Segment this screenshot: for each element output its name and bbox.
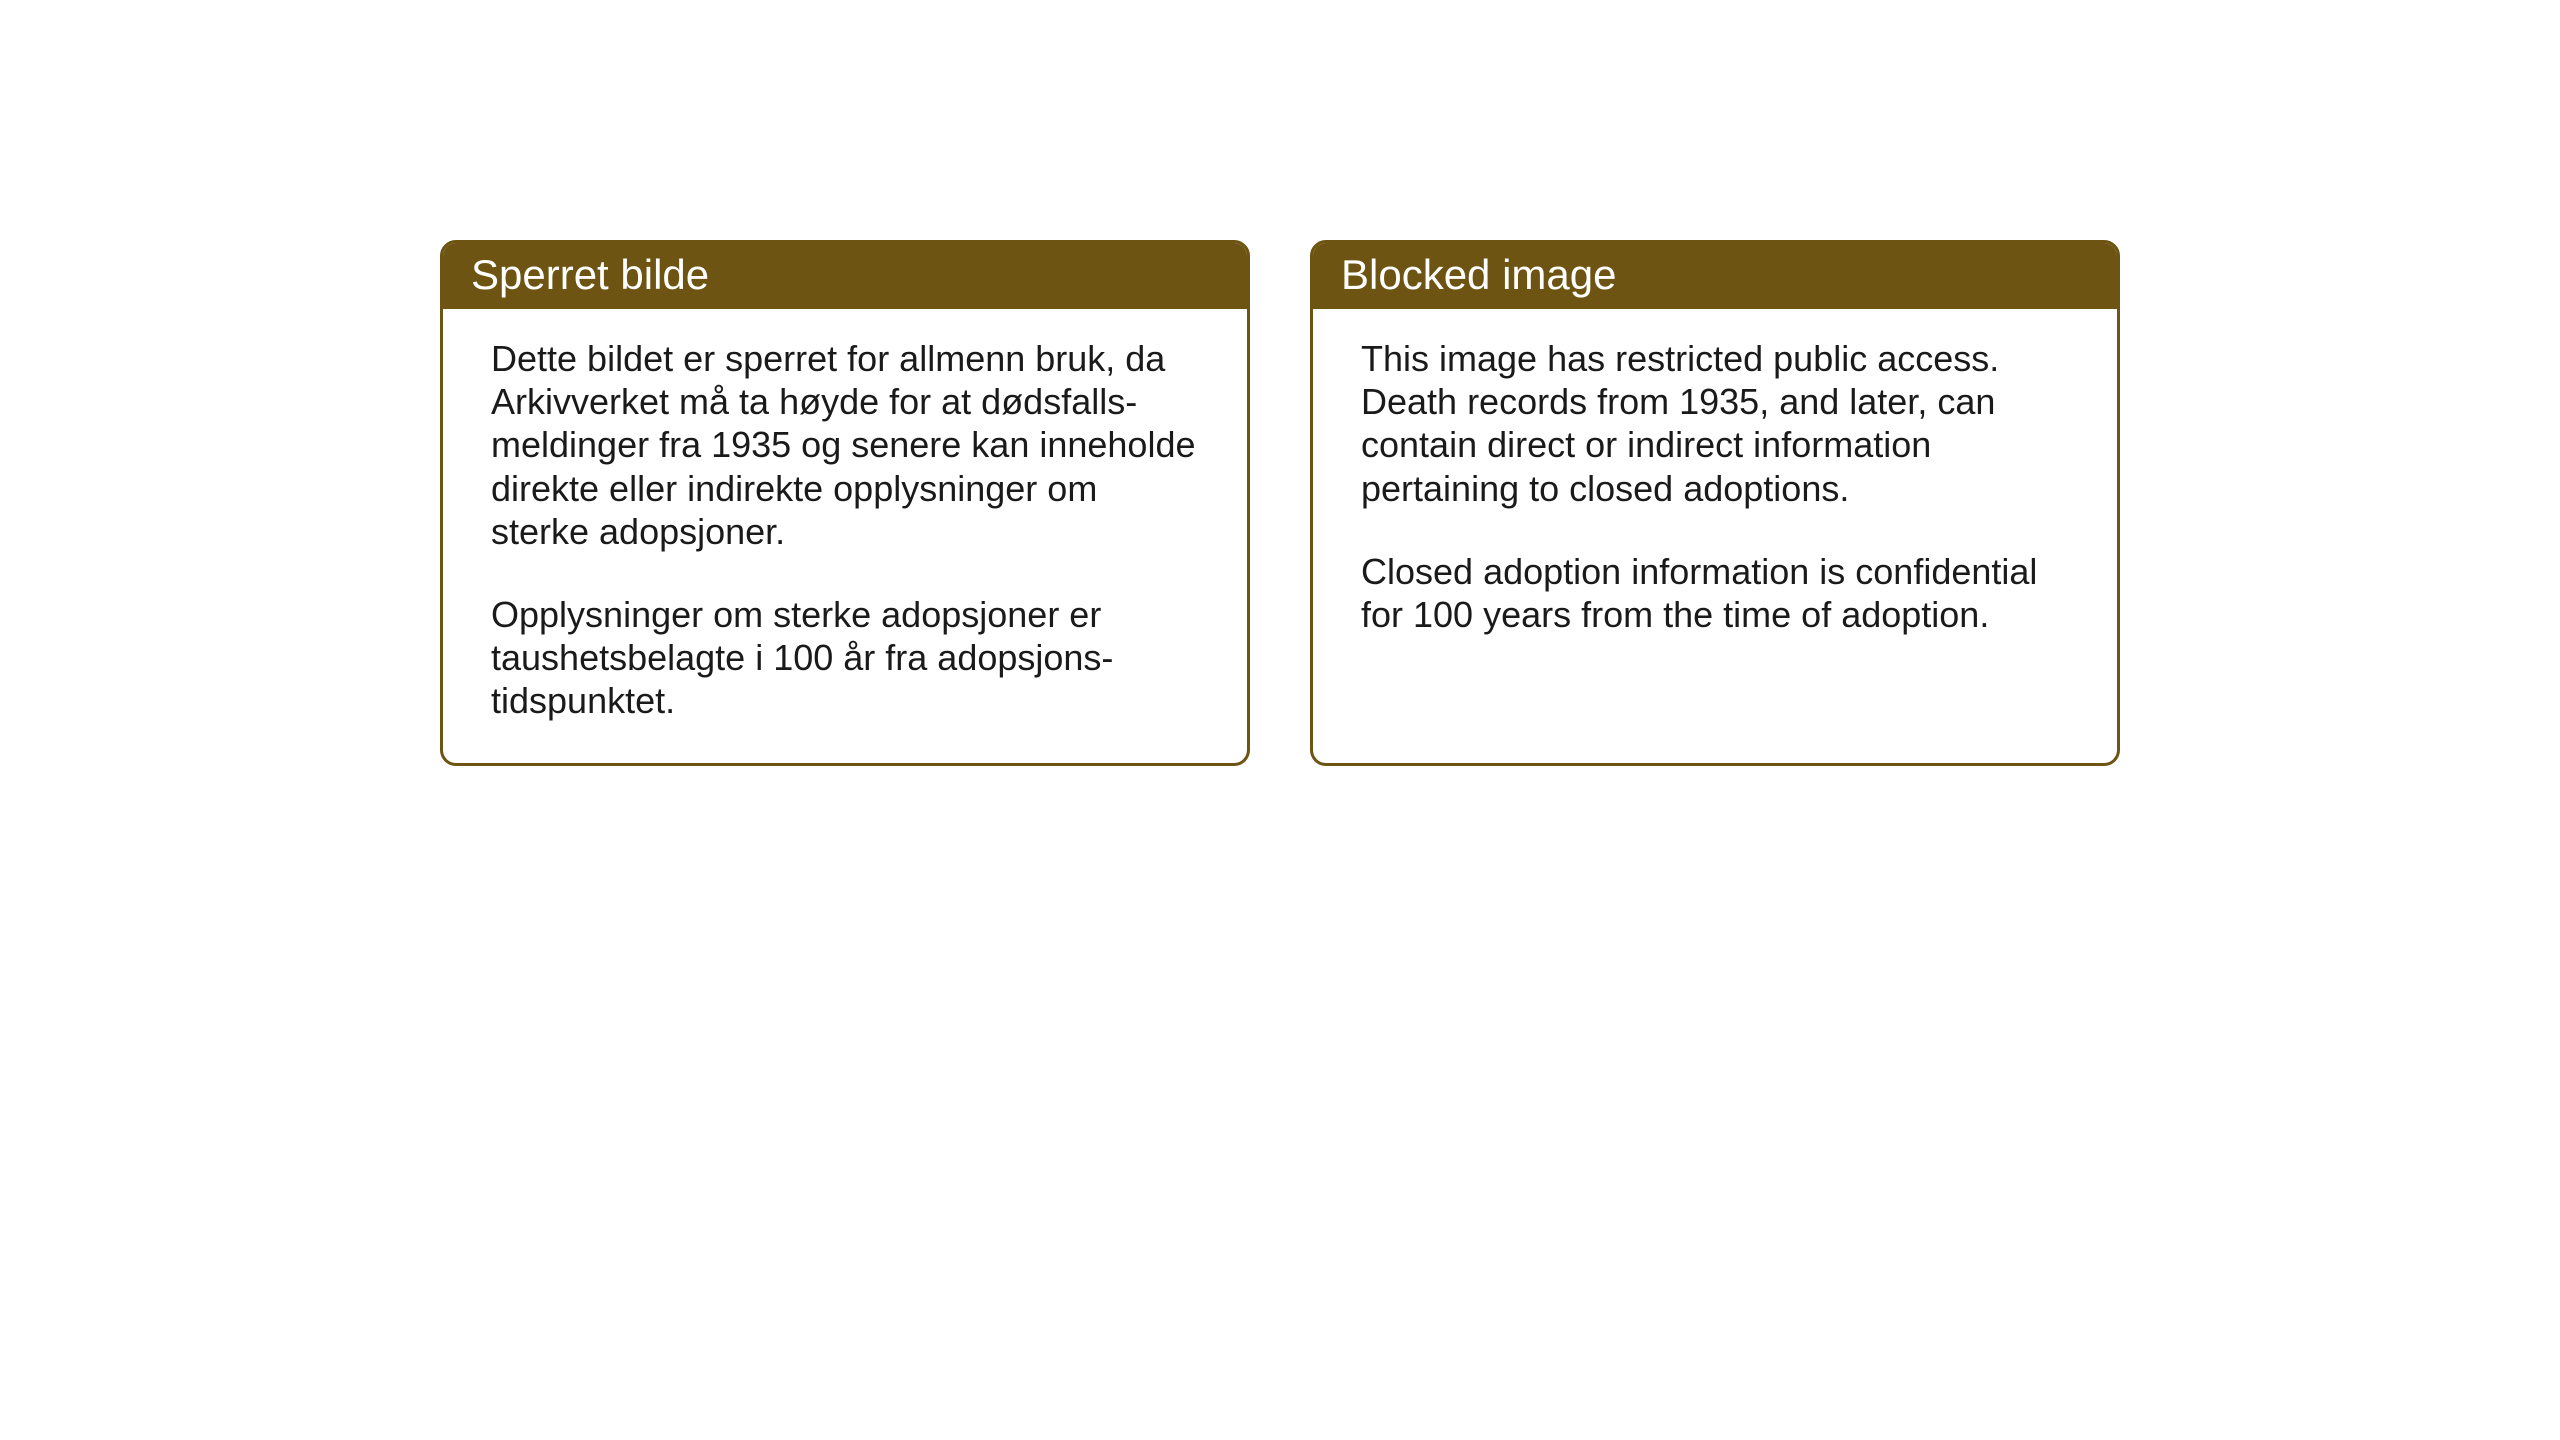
blocked-image-card-english: Blocked image This image has restricted … (1310, 240, 2120, 766)
card-paragraph2-english: Closed adoption information is confident… (1361, 550, 2069, 636)
blocked-image-card-norwegian: Sperret bilde Dette bildet er sperret fo… (440, 240, 1250, 766)
card-title-english: Blocked image (1341, 251, 1616, 298)
notice-cards-container: Sperret bilde Dette bildet er sperret fo… (440, 240, 2120, 766)
card-body-norwegian: Dette bildet er sperret for allmenn bruk… (443, 309, 1247, 763)
card-title-norwegian: Sperret bilde (471, 251, 709, 298)
card-paragraph1-norwegian: Dette bildet er sperret for allmenn bruk… (491, 337, 1199, 553)
card-body-english: This image has restricted public access.… (1313, 309, 2117, 676)
card-paragraph1-english: This image has restricted public access.… (1361, 337, 2069, 510)
card-header-norwegian: Sperret bilde (443, 243, 1247, 309)
card-paragraph2-norwegian: Opplysninger om sterke adopsjoner er tau… (491, 593, 1199, 723)
card-header-english: Blocked image (1313, 243, 2117, 309)
